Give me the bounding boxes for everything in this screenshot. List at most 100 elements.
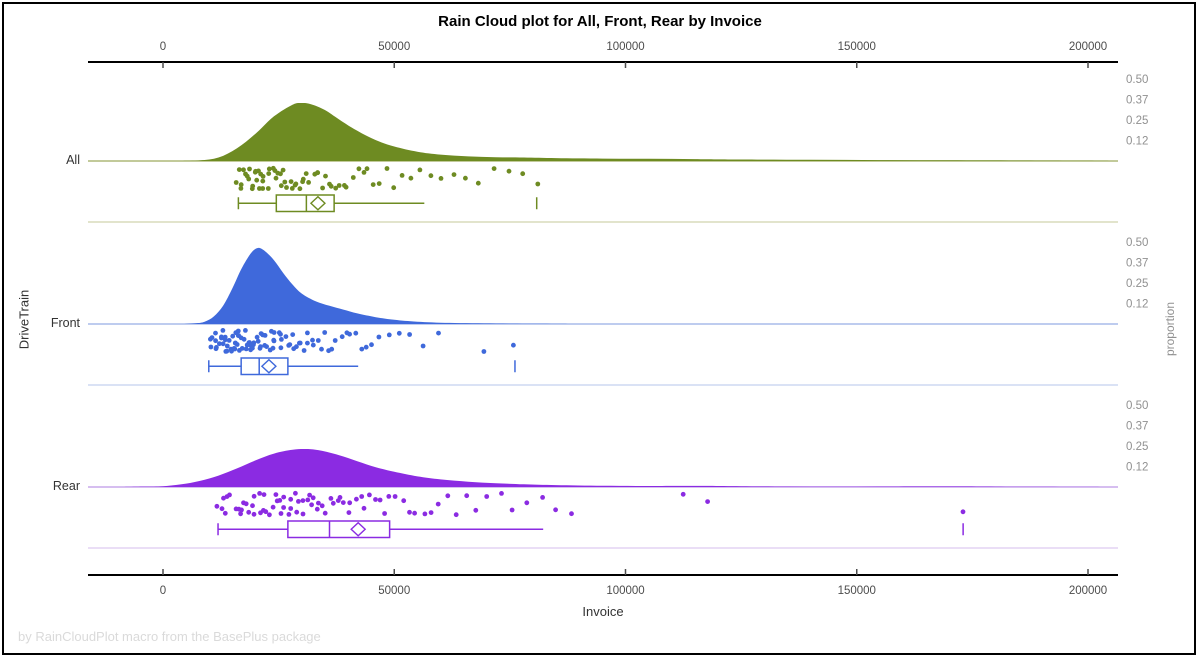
density-cloud [181,247,570,324]
box [287,520,391,539]
rain-point [361,505,367,511]
rain-point [359,346,365,351]
rain-point [463,175,468,181]
rain-point [260,178,266,184]
rain-point [323,173,328,179]
rain-point [264,343,269,349]
rain-point [266,171,272,176]
rain-point [337,495,343,500]
panel-front: Front 0.50 0.37 0.25 0.12 [51,237,1148,386]
rain-point [509,507,515,513]
rain-point [332,337,338,343]
axis-tick-label: 200000 [1069,41,1107,53]
rain-point [960,509,966,515]
rain-point [412,510,417,516]
rain-point [234,341,240,347]
rain-point [290,331,296,337]
rain-point [238,186,244,191]
rain-point [363,344,369,350]
rain-point [261,492,267,497]
rain-point [340,500,346,505]
rain-point [376,181,382,186]
rain-point [705,499,710,504]
rain-point [307,492,312,498]
rain-point [356,166,362,172]
proportion-tick-label: 0.37 [1126,95,1148,107]
rain-point [227,492,232,498]
rain-point [330,500,336,506]
rain-point [270,504,276,510]
axis-tick-label: 0 [160,585,166,597]
rain-point [273,492,279,497]
rain-point [499,491,504,496]
rain-point [310,337,315,343]
proportion-axis-title: proportion [1163,301,1177,357]
rain-point [481,348,487,354]
rain-point [250,503,255,509]
rain-point [241,167,246,173]
rain-point [287,341,293,347]
rain-point [282,179,288,185]
rain-point [251,341,256,347]
rain-point [262,332,268,338]
rain-point [284,185,289,190]
proportion-tick-label: 0.50 [1126,237,1148,249]
rain-point [315,337,321,343]
rain-point [233,180,239,185]
rain-point [511,342,516,348]
mean-diamond [309,195,326,211]
rain-point [288,496,294,502]
proportion-tick-label: 0.12 [1126,462,1148,474]
rain-point [278,511,284,516]
proportion-tick-label: 0.37 [1126,421,1148,433]
rain-point [255,338,261,344]
rain-point [273,175,279,181]
proportion-tick-label: 0.25 [1126,115,1148,127]
rain-point [297,186,303,192]
rain-point [475,180,481,186]
rain-point [346,510,352,515]
rain-point [232,346,238,351]
rain-point [569,511,574,517]
rain-point [386,332,392,337]
rain-point [473,507,479,513]
rain-point [464,493,470,499]
rain-point [213,337,219,343]
rain-point [249,186,255,192]
rain-point [278,344,284,350]
rain-point [399,173,405,178]
rain-point [236,167,242,172]
axis-tick-label: 150000 [838,41,876,53]
rain-point [435,501,441,507]
rain-point [243,346,249,351]
density-cloud [121,448,1121,487]
rain-point [300,179,305,185]
rain-point [257,186,262,191]
axis-tick-label: 50000 [378,585,410,597]
rain-point [382,511,387,516]
rain-point [230,333,236,339]
axis-tick-label: 50000 [378,41,410,53]
mean-diamond [350,521,367,537]
rain-point [300,498,306,503]
rain-point [214,503,220,509]
rain-point [367,492,372,498]
rain-point [281,494,287,500]
rain-point [315,170,321,176]
axis-tick-label: 150000 [838,585,876,597]
rain-point [491,166,497,171]
rain-point [266,166,272,172]
rain-point [297,340,303,345]
panel-rear: Rear 0.50 0.37 0.25 0.12 [53,400,1148,549]
category-label: Rear [53,479,80,493]
rain-point [336,183,342,188]
rain-point [373,497,378,502]
rain-point [347,500,353,506]
rain-point [246,509,252,515]
rain-point [278,171,283,177]
rain-point [484,494,490,499]
rain-point [235,328,241,333]
rain-point [445,493,451,499]
rain-point [254,334,260,340]
